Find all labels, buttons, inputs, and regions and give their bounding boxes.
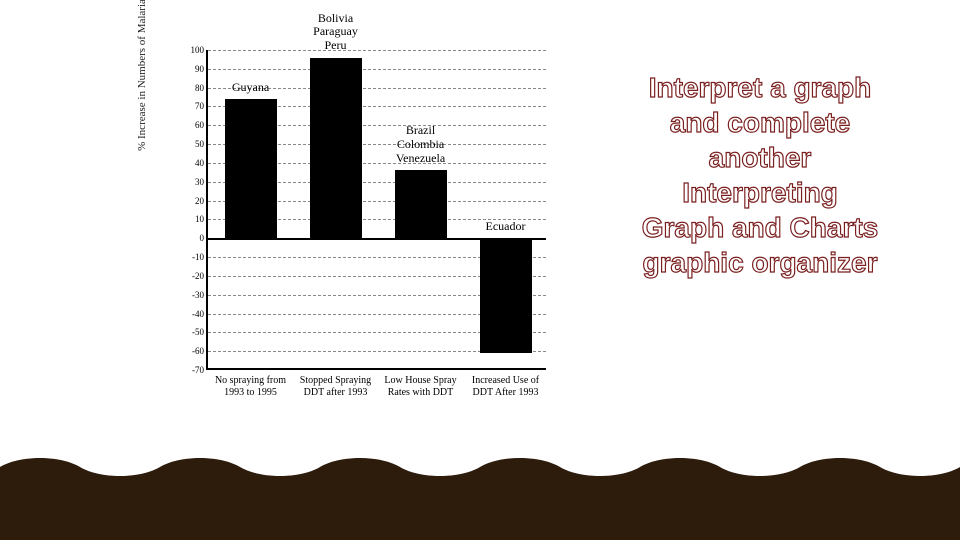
- y-tick: 20: [180, 196, 204, 206]
- malaria-chart: % Increase in Numbers of Malaria Cases 1…: [170, 50, 590, 420]
- y-axis-label: % Increase in Numbers of Malaria Cases: [136, 0, 148, 151]
- y-tick: -50: [180, 327, 204, 337]
- y-tick: 90: [180, 64, 204, 74]
- y-tick: 70: [180, 101, 204, 111]
- bar-country-label: Guyana: [196, 81, 306, 95]
- bar: [395, 170, 447, 238]
- x-category-label: No spraying from 1993 to 1995: [209, 375, 293, 398]
- y-tick: 0: [180, 233, 204, 243]
- y-tick: -60: [180, 346, 204, 356]
- y-tick: 60: [180, 120, 204, 130]
- y-tick: -20: [180, 271, 204, 281]
- y-tick: -40: [180, 309, 204, 319]
- x-category-label: Increased Use of DDT After 1993: [464, 375, 548, 398]
- gridline: [208, 69, 546, 70]
- y-tick: 10: [180, 214, 204, 224]
- y-tick: 100: [180, 45, 204, 55]
- y-tick: -30: [180, 290, 204, 300]
- x-category-label: Stopped Spraying DDT after 1993: [294, 375, 378, 398]
- footer-wave: [0, 445, 960, 540]
- y-tick: -10: [180, 252, 204, 262]
- bar: [310, 58, 362, 239]
- y-tick: -70: [180, 365, 204, 375]
- chart-plot: 1009080706050403020100-10-20-30-40-50-60…: [206, 50, 546, 370]
- y-tick: 40: [180, 158, 204, 168]
- x-category-label: Low House Spray Rates with DDT: [379, 375, 463, 398]
- bar-country-label: BrazilColombiaVenezuela: [366, 124, 476, 165]
- bar-country-label: BoliviaParaguayPeru: [281, 12, 391, 53]
- bar-country-label: Ecuador: [451, 220, 561, 234]
- y-tick: 30: [180, 177, 204, 187]
- instruction-text: Interpret a graph and complete another I…: [640, 70, 880, 280]
- y-tick: 50: [180, 139, 204, 149]
- bar: [480, 238, 532, 353]
- bar: [225, 99, 277, 238]
